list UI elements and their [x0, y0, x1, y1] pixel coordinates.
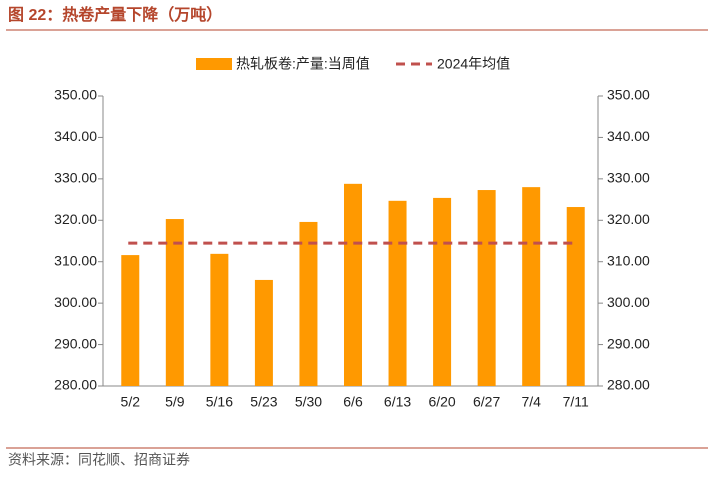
bar	[477, 190, 496, 386]
legend-swatch	[196, 58, 232, 70]
x-tick-label: 6/20	[428, 394, 455, 410]
source: 资料来源：同花顺、招商证券	[8, 452, 190, 468]
legend-label: 热轧板卷:产量:当周值	[236, 56, 370, 72]
y2-tick-label: 300.00	[607, 294, 650, 310]
bar	[566, 207, 585, 386]
bar	[299, 221, 318, 386]
x-tick-label: 5/23	[250, 394, 277, 410]
y-tick-label: 320.00	[54, 211, 97, 227]
x-tick-label: 5/30	[295, 394, 322, 410]
legend-label: 2024年均值	[437, 56, 510, 72]
x-tick-label: 6/6	[343, 394, 363, 410]
y-tick-label: 330.00	[54, 170, 97, 186]
x-tick-label: 5/9	[165, 394, 185, 410]
x-tick-label: 5/2	[121, 394, 141, 410]
y2-tick-label: 290.00	[607, 335, 650, 351]
x-tick-label: 7/4	[521, 394, 541, 410]
bar	[254, 279, 273, 386]
y2-tick-label: 280.00	[607, 377, 650, 393]
y2-tick-label: 350.00	[607, 87, 650, 103]
bar	[388, 200, 407, 386]
y2-tick-label: 330.00	[607, 170, 650, 186]
y-tick-label: 310.00	[54, 252, 97, 268]
y-tick-label: 340.00	[54, 128, 97, 144]
x-tick-label: 7/11	[563, 394, 589, 410]
x-tick-label: 6/27	[473, 394, 500, 410]
x-tick-label: 5/16	[206, 394, 233, 410]
y-tick-label: 280.00	[54, 377, 97, 393]
y-tick-label: 290.00	[54, 335, 97, 351]
bar	[165, 219, 184, 386]
bar	[121, 255, 140, 386]
bar	[522, 187, 541, 386]
bar	[344, 183, 362, 386]
x-tick-label: 6/13	[384, 394, 411, 410]
y2-tick-label: 320.00	[607, 211, 650, 227]
bar	[433, 197, 452, 386]
y2-tick-label: 340.00	[607, 128, 650, 144]
bar	[210, 253, 229, 386]
y-tick-label: 300.00	[54, 294, 97, 310]
y-tick-label: 350.00	[54, 87, 97, 103]
y2-tick-label: 310.00	[607, 252, 650, 268]
chart-title: 图 22：热卷产量下降（万吨）	[8, 5, 222, 24]
